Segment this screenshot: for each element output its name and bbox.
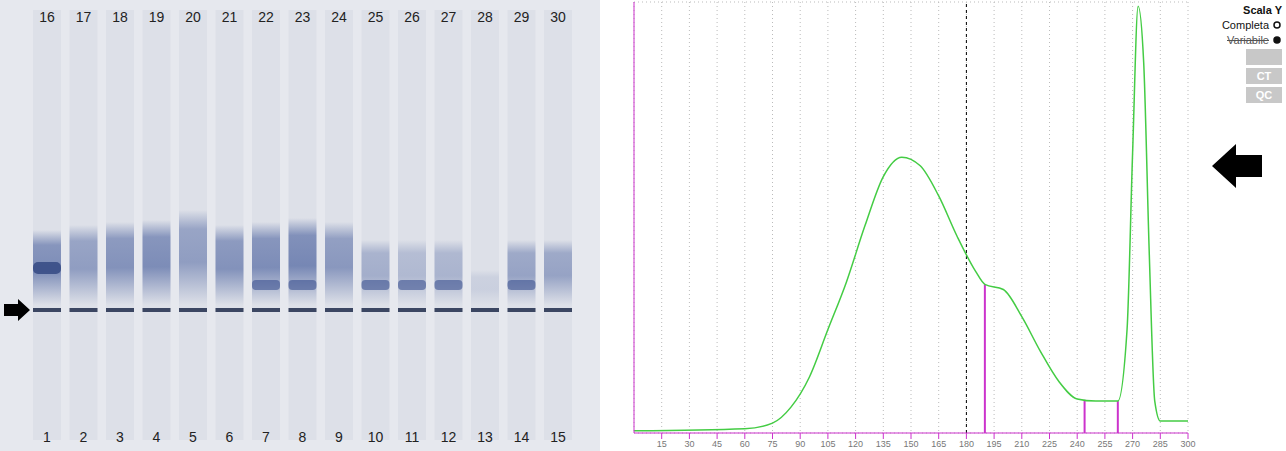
svg-text:13: 13 xyxy=(477,429,493,445)
svg-text:22: 22 xyxy=(258,9,274,25)
svg-text:14: 14 xyxy=(514,429,530,445)
svg-text:12: 12 xyxy=(441,429,457,445)
svg-text:2: 2 xyxy=(80,429,88,445)
svg-text:10: 10 xyxy=(368,429,384,445)
svg-text:20: 20 xyxy=(185,9,201,25)
html-text:Variabile: Variabile xyxy=(1227,34,1269,46)
svg-text:17: 17 xyxy=(76,9,92,25)
svg-text:150: 150 xyxy=(903,439,918,449)
svg-text:240: 240 xyxy=(1070,439,1085,449)
svg-text:30: 30 xyxy=(684,439,694,449)
svg-text:8: 8 xyxy=(299,429,307,445)
svg-text:3: 3 xyxy=(116,429,124,445)
html-text:CT: CT xyxy=(1256,70,1272,82)
svg-text:30: 30 xyxy=(550,9,566,25)
svg-text:18: 18 xyxy=(112,9,128,25)
html-text:Scala Y: Scala Y xyxy=(1243,4,1282,16)
svg-text:165: 165 xyxy=(931,439,946,449)
svg-text:225: 225 xyxy=(1042,439,1057,449)
svg-text:5: 5 xyxy=(189,429,197,445)
svg-text:19: 19 xyxy=(149,9,165,25)
svg-text:11: 11 xyxy=(405,429,420,445)
svg-text:300: 300 xyxy=(1180,439,1195,449)
svg-text:1: 1 xyxy=(43,429,51,445)
svg-text:60: 60 xyxy=(740,439,750,449)
html-text:Completa: Completa xyxy=(1221,19,1269,31)
svg-text:23: 23 xyxy=(295,9,311,25)
svg-text:25: 25 xyxy=(368,9,384,25)
html-text:QC: QC xyxy=(1255,89,1273,101)
svg-text:7: 7 xyxy=(262,429,270,445)
svg-text:105: 105 xyxy=(820,439,835,449)
svg-text:90: 90 xyxy=(795,439,805,449)
svg-text:135: 135 xyxy=(876,439,891,449)
svg-text:210: 210 xyxy=(1014,439,1029,449)
svg-text:9: 9 xyxy=(335,429,343,445)
svg-text:45: 45 xyxy=(712,439,722,449)
svg-text:21: 21 xyxy=(222,9,238,25)
svg-text:24: 24 xyxy=(331,9,347,25)
svg-text:270: 270 xyxy=(1125,439,1140,449)
svg-text:15: 15 xyxy=(657,439,667,449)
svg-text:195: 195 xyxy=(987,439,1002,449)
svg-text:15: 15 xyxy=(550,429,566,445)
svg-text:28: 28 xyxy=(477,9,493,25)
svg-text:4: 4 xyxy=(153,429,161,445)
svg-text:180: 180 xyxy=(959,439,974,449)
svg-text:255: 255 xyxy=(1097,439,1112,449)
svg-text:29: 29 xyxy=(514,9,530,25)
svg-text:27: 27 xyxy=(441,9,457,25)
svg-text:6: 6 xyxy=(226,429,234,445)
svg-text:285: 285 xyxy=(1153,439,1168,449)
svg-text:16: 16 xyxy=(39,9,55,25)
svg-text:120: 120 xyxy=(848,439,863,449)
svg-text:75: 75 xyxy=(767,439,777,449)
svg-text:26: 26 xyxy=(404,9,420,25)
